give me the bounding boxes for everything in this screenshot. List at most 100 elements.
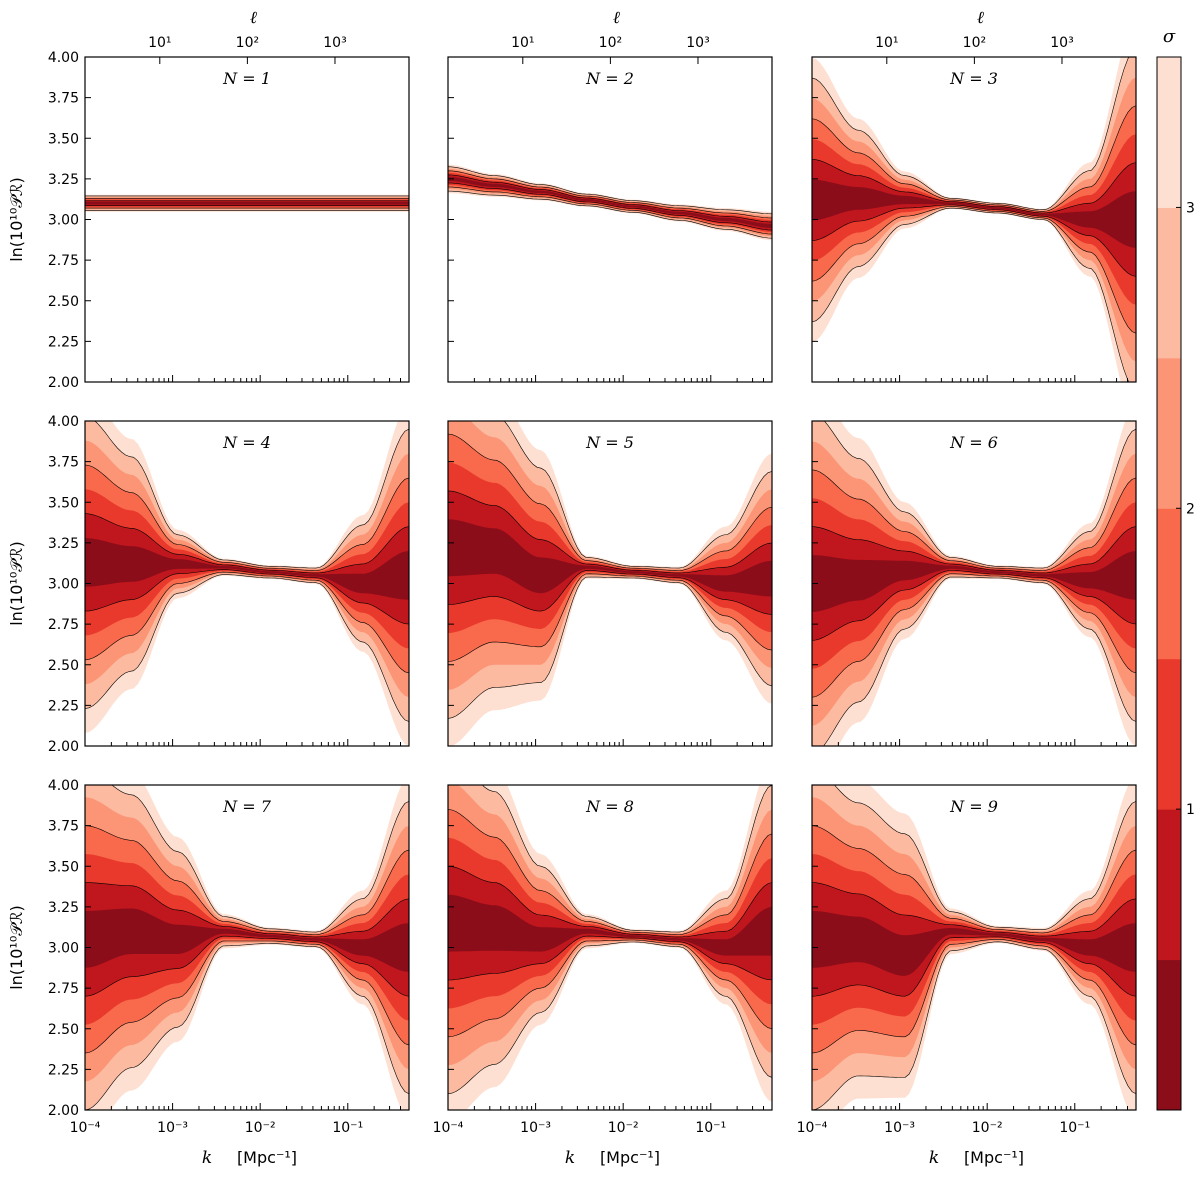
y-tick-label: 2.00 [48, 739, 79, 755]
top-tick-label: 10³ [323, 35, 346, 51]
contour-bands [448, 164, 772, 241]
contour-bands [812, 57, 1136, 382]
x-axis-label: k [565, 1148, 575, 1168]
panel-1: N = 1 2.00 2.25 2.50 2.75 3.00 3.25 3.50 3.75 4.0… [7, 8, 410, 391]
top-axis-label: ℓ [250, 8, 257, 28]
x-tick-label: 10⁻³ [520, 1120, 551, 1136]
sigma-band-4 [85, 825, 409, 1054]
y-tick-label: 2.25 [48, 334, 79, 350]
y-tick-label: 3.75 [48, 455, 79, 471]
panel-label: N = 1 [222, 69, 271, 88]
y-axis-label: ln(10¹⁰𝒫ℛ) [7, 905, 26, 990]
y-tick-label: 2.75 [48, 253, 79, 269]
sigma-band-4 [448, 809, 772, 1038]
panel-label: N = 6 [949, 433, 998, 452]
y-tick-label: 3.75 [48, 819, 79, 835]
sigma-band-2 [85, 882, 409, 997]
sigma-band-5 [448, 785, 772, 1066]
x-tick-label: 10⁻¹ [1059, 1120, 1090, 1136]
colorbar-label: σ [1163, 26, 1176, 47]
colorbar-segment [1157, 809, 1181, 961]
x-tick-label: 10⁻² [972, 1120, 1003, 1136]
x-axis-unit: [Mpc⁻¹] [237, 1148, 297, 1167]
top-tick-label: 10² [963, 35, 986, 51]
x-tick-label: 10⁻³ [157, 1120, 188, 1136]
y-tick-label: 2.25 [48, 1062, 79, 1078]
x-axis-unit: [Mpc⁻¹] [964, 1148, 1024, 1167]
panel-label: N = 7 [222, 797, 272, 816]
sigma-band-1 [448, 894, 772, 956]
x-tick-label: 10⁻² [245, 1120, 276, 1136]
x-tick-label: 10⁻⁴ [797, 1120, 828, 1136]
x-tick-label: 10⁻⁴ [70, 1120, 101, 1136]
colorbar-segment [1157, 357, 1181, 509]
y-tick-label: 3.00 [48, 941, 79, 957]
top-axis-label: ℓ [613, 8, 620, 28]
sigma-band-3 [448, 837, 772, 1009]
y-axis-label: ln(10¹⁰𝒫ℛ) [7, 541, 26, 626]
y-tick-label: 2.25 [48, 698, 79, 714]
top-tick-label: 10³ [1050, 35, 1073, 51]
sigma-band-1 [448, 176, 772, 228]
y-tick-label: 3.50 [48, 495, 79, 511]
y-tick-label: 3.75 [48, 91, 79, 107]
x-tick-label: 10⁻⁴ [433, 1120, 464, 1136]
contour-bands [85, 194, 409, 212]
y-tick-label: 3.00 [48, 213, 79, 229]
sigma-band-3 [812, 498, 1136, 669]
x-axis-label: k [929, 1148, 939, 1168]
contour-bands [812, 421, 1136, 746]
y-tick-label: 4.00 [48, 414, 79, 430]
sigma-band-1 [448, 519, 772, 597]
sigma-band-1 [812, 179, 1136, 248]
panel-2: N = 2 10¹ 10² 10³ ℓ [447, 8, 773, 383]
panel-4: N = 4 2.00 2.25 2.50 2.75 3.00 3.25 3.50 3.75 4.0… [7, 414, 410, 755]
contour-bands [812, 785, 1136, 1110]
y-tick-label: 3.25 [48, 172, 79, 188]
x-tick-label: 10⁻² [608, 1120, 639, 1136]
panel-label: N = 8 [585, 797, 634, 816]
y-tick-label: 3.25 [48, 536, 79, 552]
y-tick-label: 2.75 [48, 617, 79, 633]
panel-8: N = 8 10⁻⁴ 10⁻³ 10⁻² 10⁻¹ k [Mpc⁻¹] [433, 784, 773, 1168]
y-tick-label: 4.00 [48, 50, 79, 66]
sigma-band-1 [85, 908, 409, 972]
sigma-band-4 [812, 469, 1136, 698]
y-tick-label: 3.50 [48, 131, 79, 147]
x-axis-unit: [Mpc⁻¹] [600, 1148, 660, 1167]
panel-3: N = 3 10¹ 10² 10³ ℓ [811, 8, 1137, 383]
panel-label: N = 5 [585, 433, 634, 452]
x-tick-label: 10⁻¹ [332, 1120, 363, 1136]
top-tick-label: 10¹ [875, 35, 898, 51]
y-tick-label: 2.50 [48, 658, 79, 674]
colorbar-segment [1157, 508, 1181, 660]
panel-5: N = 5 [447, 420, 773, 747]
sigma-band-3 [85, 854, 409, 1025]
sigma-band-1 [85, 202, 409, 205]
sigma-band-1 [812, 910, 1136, 976]
panel-label: N = 2 [585, 69, 634, 88]
colorbar-tick-label: 2 [1186, 501, 1195, 517]
sigma-band-2 [448, 865, 772, 981]
colorbar-frame [1156, 56, 1182, 1111]
y-tick-label: 2.75 [48, 981, 79, 997]
y-axis-label: ln(10¹⁰𝒫ℛ) [7, 177, 26, 262]
y-tick-label: 2.00 [48, 1103, 79, 1119]
x-axis-label: k [202, 1148, 212, 1168]
panel-grid: N = 1 2.00 2.25 2.50 2.75 3.00 3.25 3.50 3.75 4.0… [7, 8, 1137, 1168]
colorbar-segment [1157, 207, 1181, 359]
colorbar: 1 2 3 σ [1156, 26, 1195, 1111]
colorbar-segment [1157, 959, 1181, 1111]
top-tick-label: 10² [599, 35, 622, 51]
panel-6: N = 6 [811, 420, 1137, 747]
contour-bands [85, 785, 409, 1110]
colorbar-tick-label: 3 [1186, 200, 1195, 216]
top-tick-label: 10² [236, 35, 259, 51]
sigma-band-1 [812, 551, 1136, 612]
top-tick-label: 10¹ [511, 35, 534, 51]
top-tick-label: 10³ [686, 35, 709, 51]
panel-label: N = 4 [222, 433, 271, 452]
panel-9: N = 9 10⁻⁴ 10⁻³ 10⁻² 10⁻¹ k [Mpc⁻¹] [797, 784, 1137, 1168]
y-tick-label: 3.00 [48, 577, 79, 593]
